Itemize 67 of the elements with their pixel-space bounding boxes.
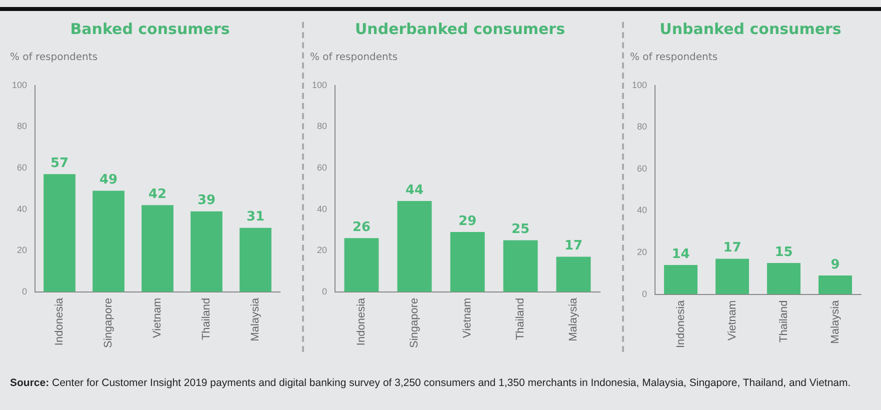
- x-tick-label: Indonesia: [54, 296, 66, 346]
- y-tick-label: 40: [637, 205, 648, 216]
- bar: [716, 258, 749, 294]
- bar: [503, 240, 538, 292]
- data-label: 44: [405, 182, 424, 198]
- bar: [44, 174, 76, 292]
- x-tick-label: Malaysia: [829, 299, 842, 344]
- x-tick-label: Thailand: [778, 300, 790, 342]
- bar: [344, 238, 379, 292]
- y-tick-label: 80: [17, 121, 28, 132]
- bar: [818, 275, 852, 294]
- y-tick-label: 20: [317, 245, 328, 256]
- bar: [190, 211, 222, 292]
- data-label: 9: [830, 257, 840, 272]
- y-tick-label: 0: [642, 288, 648, 299]
- x-tick-label: Malaysia: [250, 296, 262, 342]
- data-label: 31: [246, 210, 265, 225]
- y-tick-label: 80: [637, 122, 648, 132]
- bar: [397, 201, 432, 292]
- x-tick-label: Vietnam: [726, 300, 738, 340]
- y-tick-label: 60: [317, 162, 328, 172]
- y-tick-label: 80: [317, 121, 328, 132]
- y-tick-label: 100: [632, 80, 648, 90]
- data-label: 42: [148, 187, 167, 202]
- bar: [556, 256, 591, 292]
- y-tick-label: 20: [17, 245, 28, 256]
- chart-title: Unbanked consumers: [658, 20, 842, 38]
- x-tick-label: Singapore: [408, 298, 421, 348]
- bar: [240, 228, 272, 292]
- y-tick-label: 40: [17, 204, 28, 214]
- x-tick-label: Indonesia: [674, 299, 687, 348]
- source-note: Source: Center for Customer Insight 2019 payments and digital banking survey of 3,250 consumers and 1,350 merchants in Indonesia, Malaysia, Singapore, Thailand, and Vietnam.: [10, 377, 852, 390]
- data-label: 57: [50, 156, 69, 172]
- data-label: 29: [458, 214, 477, 229]
- data-label: 39: [197, 193, 216, 208]
- y-axis-title: % of respondents: [310, 52, 398, 63]
- data-label: 26: [352, 220, 371, 236]
- x-tick-label: Indonesia: [356, 296, 368, 346]
- bar: [92, 190, 124, 292]
- y-tick-label: 60: [17, 162, 28, 172]
- data-label: 17: [564, 238, 583, 254]
- y-tick-label: 20: [637, 247, 648, 257]
- data-label: 49: [99, 172, 118, 188]
- y-tick-label: 100: [312, 80, 328, 90]
- data-label: 25: [511, 222, 530, 238]
- x-tick-label: Thailand: [200, 298, 213, 340]
- data-label: 15: [774, 244, 793, 260]
- y-tick-label: 40: [317, 204, 328, 214]
- y-axis-title: % of respondents: [10, 52, 98, 63]
- y-tick-label: 0: [22, 286, 28, 296]
- y-tick-label: 60: [637, 163, 648, 174]
- bar: [450, 232, 485, 292]
- chart-title: Banked consumers: [69, 20, 231, 38]
- data-label: 17: [723, 240, 742, 256]
- bar: [664, 265, 698, 294]
- x-tick-label: Malaysia: [568, 296, 580, 342]
- x-tick-label: Vietnam: [152, 298, 164, 338]
- bar: [767, 262, 800, 294]
- y-tick-label: 100: [12, 80, 28, 90]
- y-axis-title: % of respondents: [630, 52, 718, 63]
- x-tick-label: Thailand: [514, 298, 527, 340]
- data-label: 14: [672, 246, 690, 262]
- chart-title: Underbanked consumers: [354, 20, 566, 38]
- x-tick-label: Singapore: [102, 298, 115, 348]
- x-tick-label: Vietnam: [462, 298, 474, 338]
- bar: [142, 205, 174, 292]
- y-tick-label: 0: [322, 286, 328, 296]
